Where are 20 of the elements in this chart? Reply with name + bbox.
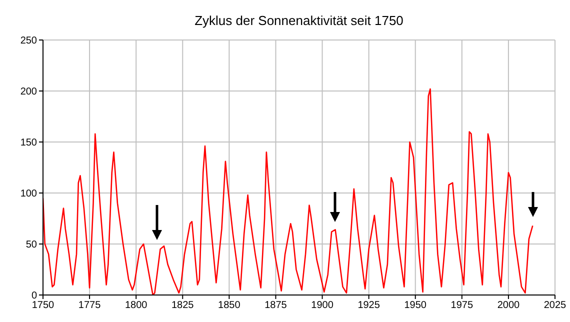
x-tick-label: 2000 [497, 300, 520, 312]
x-tick-label: 1775 [78, 300, 102, 312]
x-tick-label: 1875 [264, 300, 288, 312]
x-tick-label: 1825 [172, 300, 194, 312]
x-tick-label: 1800 [124, 300, 148, 312]
y-tick-label: 200 [20, 86, 38, 98]
chart-title: Zyklus der Sonnenaktivität seit 1750 [194, 13, 404, 28]
x-tick-label: 1850 [218, 300, 241, 312]
y-tick-label: 100 [20, 188, 38, 200]
line-series [43, 88, 534, 295]
y-tick-label: 150 [20, 138, 38, 149]
x-tick-label: 1900 [311, 300, 334, 312]
x-tick-label: 1950 [404, 300, 427, 312]
x-tick-label: 1750 [32, 300, 55, 312]
y-tick-label: 0 [31, 290, 38, 302]
x-tick-label: 1975 [450, 300, 474, 312]
x-tick-label: 1925 [358, 300, 380, 312]
y-tick-label: 50 [26, 240, 38, 251]
x-tick-label: 2025 [544, 300, 567, 312]
y-tick-label: 250 [20, 36, 38, 47]
